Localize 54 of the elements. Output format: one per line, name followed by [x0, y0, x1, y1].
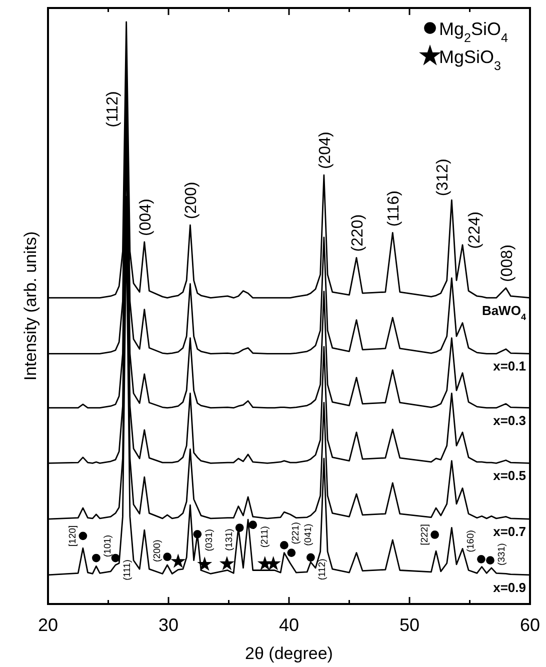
annotation: (101) [102, 534, 114, 558]
point [219, 556, 234, 570]
annotation: (160) [466, 530, 477, 552]
series-label: x=0.1 [493, 358, 526, 374]
annotation: (031) [204, 529, 215, 552]
point [266, 556, 281, 570]
x-tick-label: 20 [38, 615, 58, 635]
legend-label: MgSiO$_{3}$ [439, 47, 502, 73]
point [477, 555, 486, 564]
annotation: (224) [466, 212, 484, 249]
point [163, 552, 172, 562]
series-label: x=0.3 [493, 412, 526, 428]
annotation: (211) [259, 526, 270, 548]
point [170, 554, 186, 568]
series-label: x=0.9 [493, 580, 526, 595]
annotation: (312) [434, 158, 452, 196]
series-label: x=0.5 [493, 468, 526, 484]
series-label: BaWO$_{4}$ [482, 302, 527, 322]
x-tick-label: 60 [520, 615, 540, 635]
point [486, 556, 494, 565]
annotation: (041) [302, 524, 314, 546]
point [248, 520, 258, 530]
point [197, 556, 212, 571]
x-tick-label: 30 [158, 615, 179, 635]
annotation: [120] [67, 525, 78, 546]
annotation: (331) [496, 543, 508, 566]
point [280, 541, 288, 550]
annotation: (131) [224, 528, 236, 551]
annotation: (008) [498, 244, 516, 282]
series-label: x=0.7 [493, 524, 526, 540]
annotation: (200) [152, 540, 163, 562]
x-axis-title: 2θ (degree) [245, 644, 333, 663]
annotation: (004) [137, 198, 154, 236]
point [92, 554, 100, 562]
x-tick-label: 50 [399, 615, 420, 635]
legend-label: Mg$_{2}$SiO$_{4}$ [439, 19, 508, 45]
annotation: (112) [104, 91, 122, 128]
point [287, 548, 296, 557]
point [430, 530, 439, 539]
point [235, 524, 244, 532]
annotation: (112) [317, 558, 328, 580]
annotation: (111) [122, 560, 133, 580]
point [111, 554, 120, 562]
annotation: (221) [290, 522, 302, 544]
y-axis-title: Intensity (arb. units) [21, 231, 40, 381]
annotation: (220) [349, 214, 366, 252]
annotation: (204) [316, 132, 334, 170]
point [306, 553, 315, 562]
point [78, 532, 88, 540]
annotation: (116) [386, 190, 403, 227]
annotation: (200) [183, 182, 200, 220]
x-tick-label: 40 [278, 615, 300, 635]
point [193, 530, 202, 538]
annotation: [222] [419, 524, 430, 546]
